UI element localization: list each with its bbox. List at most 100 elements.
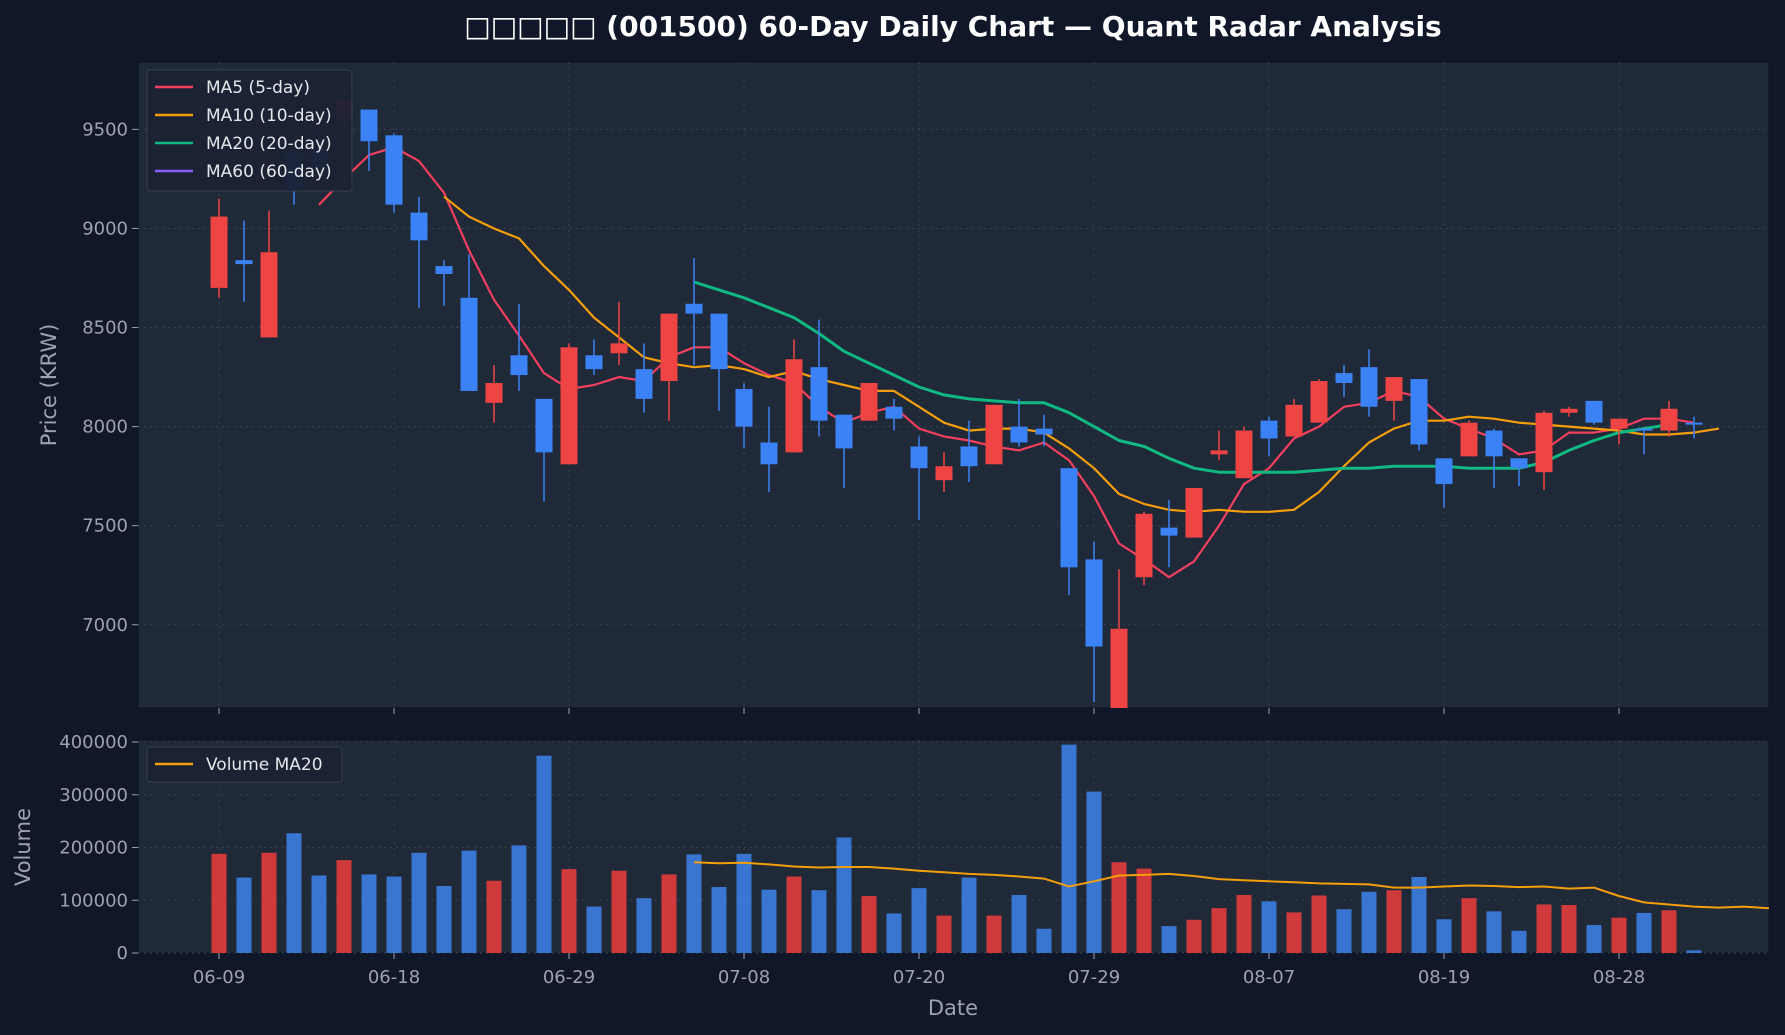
volume-bars [211,744,1702,953]
candle-body [1560,408,1578,413]
candle [560,343,578,465]
candle [1235,426,1253,479]
candle-body [410,212,428,241]
candle-body [1485,430,1503,457]
candle [910,436,928,520]
candle-body [585,355,603,370]
price-tick-label: 8000 [82,417,128,438]
candle [585,339,603,376]
volume-bar [1486,911,1502,953]
candle [1210,430,1228,461]
candle [660,313,678,421]
candle [460,254,478,391]
volume-tick-label: 0 [117,943,128,964]
volume-bar [961,877,977,953]
candle-body [1035,428,1053,435]
price-tick-label: 9000 [82,218,128,239]
candle-body [1460,422,1478,457]
volume-bar [936,915,952,953]
candle-body [260,252,278,338]
candle [1635,428,1653,455]
volume-axis: 0 100000 200000 300000 400000 [59,732,138,964]
ma-line-2 [443,195,1720,513]
candle-body [485,383,503,403]
legend-label: MA60 (60-day) [206,162,332,182]
date-tick-label: 06-09 [193,967,245,988]
volume-bar [1161,926,1177,953]
volume-bar [386,876,402,953]
candle [1360,349,1378,417]
candle-body [910,446,928,469]
volume-bar [1336,909,1352,953]
candle-body [1685,422,1703,425]
volume-panel [137,739,1770,954]
candle [835,414,853,489]
candle [635,343,653,413]
volume-bar [361,874,377,953]
candle [235,220,253,302]
volume-bar [861,896,877,953]
date-tick-label: 06-29 [543,967,595,988]
candle-body [385,135,403,205]
candle-body [1635,428,1653,431]
candle [1335,365,1353,397]
candle-body [660,313,678,382]
candle-body [885,406,903,419]
candle-body [535,398,553,453]
candle [360,109,378,171]
volume-bar [336,860,352,953]
candle-body [835,414,853,449]
chart-title: □□□□□ (001500) 60-Day Daily Chart — Quan… [464,10,1441,43]
volume-bar [1236,894,1252,953]
candle-body [1010,426,1028,443]
volume-bar [1086,791,1102,953]
candle [935,452,953,493]
candle-body [1410,379,1428,445]
candle-body [1085,559,1103,647]
volume-bar [786,876,802,953]
volume-bar [1311,895,1327,953]
candle [1410,379,1428,451]
volume-bar [1561,904,1577,953]
volume-bar [536,755,552,953]
candle [960,420,978,483]
volume-bar [1636,912,1652,953]
candle-body [1235,430,1253,479]
volume-tick-label: 400000 [59,732,128,753]
volume-bar [1586,925,1602,953]
volume-bar [211,853,227,953]
candle [435,260,453,306]
candle [1185,488,1203,538]
volume-bar [511,845,527,953]
date-tick-label: 07-29 [1068,967,1120,988]
candle-body [685,303,703,314]
candle [985,404,1003,465]
candle-body [1510,458,1528,469]
candle-body [735,388,753,427]
volume-bar [1286,912,1302,953]
candle [260,210,278,338]
candle-body [760,442,778,465]
candle [1010,398,1028,447]
candle [1485,428,1503,489]
candle [535,398,553,502]
volume-bar [911,888,927,953]
price-tick-label: 7000 [82,615,128,636]
volume-legend: Volume MA20 [146,746,343,783]
candle [610,301,628,366]
ma-line-3 [693,280,1670,474]
volume-bar [1361,891,1377,953]
candle [1260,416,1278,457]
volume-bar [886,913,902,953]
candle-body [460,297,478,391]
date-axis-label: Date [928,996,978,1020]
volume-axis-label: Volume [11,808,35,886]
volume-bar [1211,908,1227,953]
candle [1660,400,1678,437]
candle [1685,416,1703,439]
volume-bar [1011,894,1027,953]
candle [1460,420,1478,457]
volume-bar [461,850,477,953]
volume-bar [661,874,677,953]
volume-bar [686,854,702,953]
